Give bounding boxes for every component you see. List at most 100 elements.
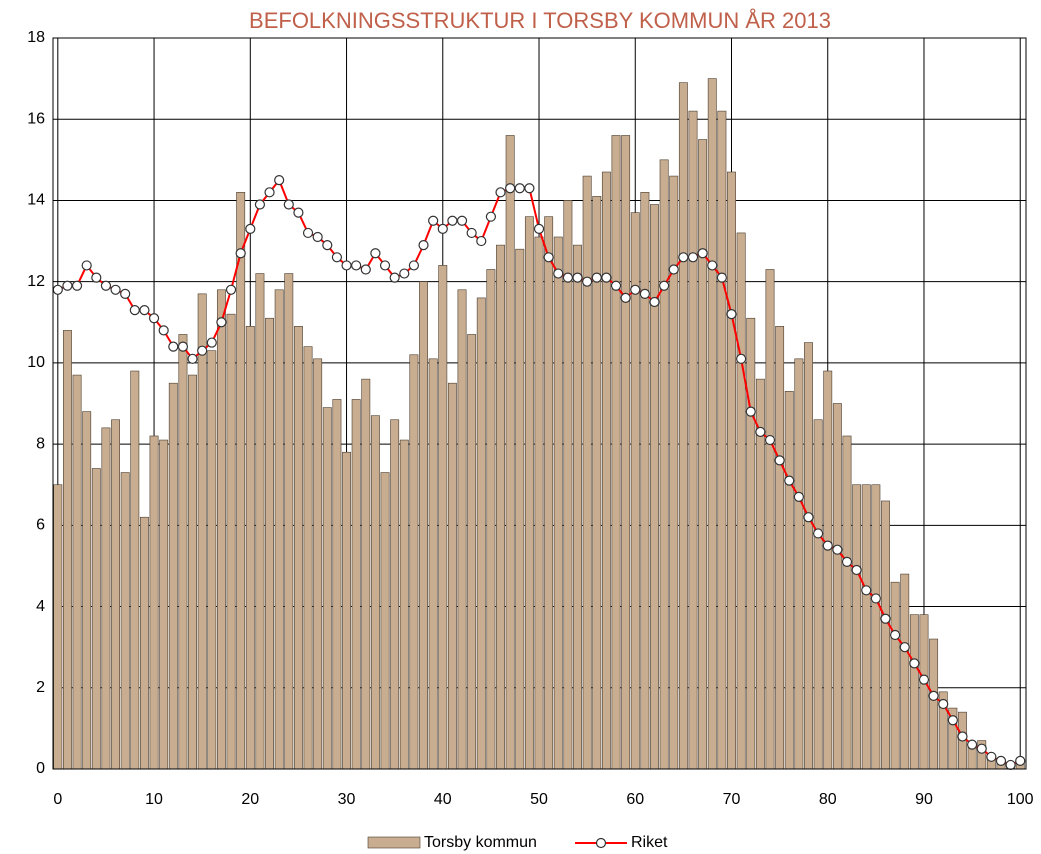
line-marker [495,187,506,198]
line-marker [302,227,314,239]
line-marker [100,280,112,291]
line-marker [591,272,602,283]
bar [438,265,448,770]
line-marker [485,211,496,222]
line-marker [418,240,429,251]
line-marker [774,455,785,466]
bar [380,472,390,770]
bar [293,326,303,770]
line-marker [707,260,718,271]
legend-marker [595,837,607,849]
line-marker [437,223,448,234]
line-marker [245,223,256,234]
bar [390,419,400,770]
bar [332,399,342,770]
line-marker [158,325,169,336]
bar [794,358,804,770]
line-marker [331,252,343,263]
line-marker [264,187,275,198]
bar [409,354,419,770]
line-marker [967,739,978,750]
bar [101,427,111,770]
bar [659,159,669,770]
line-marker [928,690,939,702]
bar [178,334,188,770]
x-tick-label: 0 [53,791,62,808]
x-tick-label: 50 [530,791,548,808]
bar [496,244,505,770]
line-marker [428,215,439,226]
line-marker [649,296,660,308]
y-tick-label: 4 [36,598,45,615]
bar [544,216,554,770]
y-tick-label: 8 [36,435,45,452]
bar [755,378,765,770]
line-marker [938,698,949,710]
bar [130,370,140,770]
x-tick-label: 10 [145,791,163,808]
line-marker [890,629,901,641]
line-marker [129,304,140,316]
y-tick-label: 2 [36,679,45,696]
bar [890,581,900,770]
line-marker [139,304,150,316]
line-marker [399,268,410,279]
line-marker [582,276,593,287]
bar [909,614,919,770]
line-marker [274,175,285,186]
bar [804,342,813,770]
x-tick-label: 80 [819,791,837,808]
line-marker [947,715,958,726]
bar [476,297,486,770]
bar [486,269,496,770]
line-marker [148,313,160,324]
line-marker [755,426,766,438]
bar [688,110,698,770]
line-marker [447,215,458,226]
line-marker [668,264,679,275]
y-tick-label: 12 [27,273,45,290]
bar [216,289,226,770]
bar [573,244,582,770]
bar [467,334,477,770]
bar [515,248,525,770]
line-marker [408,260,420,271]
line-marker [909,658,920,669]
bar [707,78,717,770]
y-tick-label: 18 [27,29,45,46]
bar [919,614,929,770]
bar [871,484,881,770]
line-marker [168,341,179,352]
line-marker [197,345,208,356]
line-marker [177,341,189,352]
line-marker [784,475,795,486]
line-marker [793,491,804,503]
bar [524,216,534,770]
line-marker [1005,759,1016,771]
line-marker [736,353,747,364]
y-tick-label: 0 [36,760,45,777]
line-marker [601,272,612,283]
legend-swatch [367,836,421,849]
legend-label: Riket [631,834,668,851]
y-tick-label: 10 [27,354,45,371]
line-marker [360,264,371,275]
bar [255,273,265,770]
bar [630,212,640,770]
bar [159,439,169,770]
line-marker [235,248,246,259]
bar [342,451,351,770]
line-marker [572,272,583,283]
line-marker [456,215,468,226]
bar [303,346,313,770]
x-tick-label: 20 [241,791,259,808]
bar [370,415,380,770]
line-marker [216,317,227,328]
x-tick-label: 30 [338,791,356,808]
bar [717,110,727,770]
bar [351,399,361,770]
bar [746,317,756,770]
bar [62,330,72,770]
line-marker [870,593,881,604]
bar [900,573,910,770]
